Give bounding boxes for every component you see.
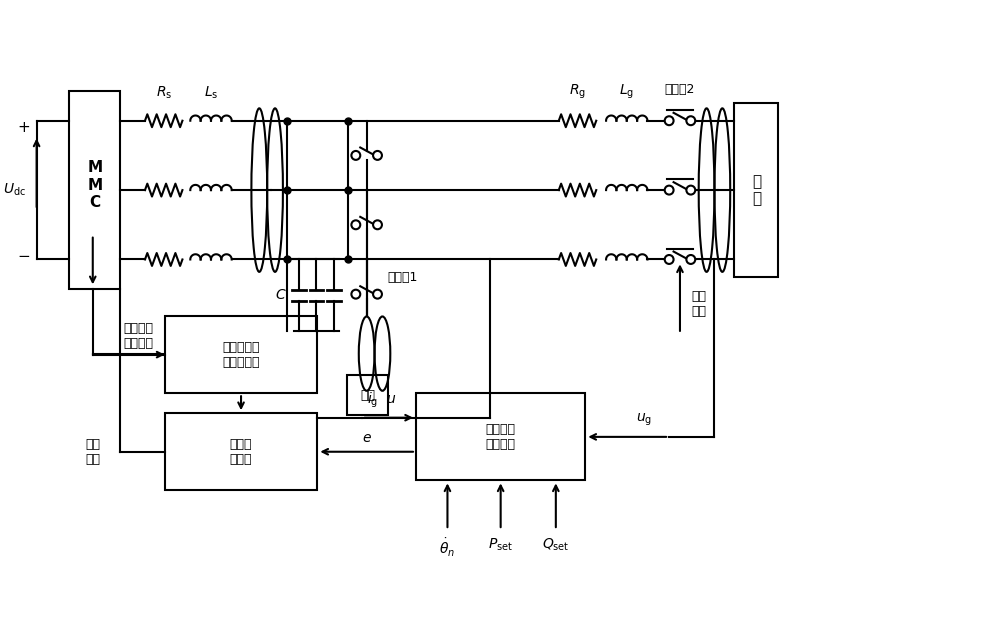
Text: $Q_{\rm set}$: $Q_{\rm set}$ — [542, 537, 570, 553]
Text: $R_{\rm s}$: $R_{\rm s}$ — [156, 84, 172, 101]
Text: $u_{\rm g}$: $u_{\rm g}$ — [636, 412, 653, 428]
FancyBboxPatch shape — [347, 376, 388, 415]
Circle shape — [351, 220, 360, 229]
Circle shape — [686, 116, 695, 125]
Text: $U_{\rm dc}$: $U_{\rm dc}$ — [3, 182, 26, 198]
Text: 虚拟同步
控制单元: 虚拟同步 控制单元 — [486, 423, 516, 451]
Text: $L_{\rm g}$: $L_{\rm g}$ — [619, 82, 634, 101]
FancyBboxPatch shape — [734, 103, 778, 277]
Text: 驱动
信号: 驱动 信号 — [85, 438, 100, 466]
Text: $i_{\rm g}$  $u$: $i_{\rm g}$ $u$ — [367, 391, 396, 410]
Text: 电容均压分
层控制单元: 电容均压分 层控制单元 — [222, 341, 260, 369]
Text: 负载: 负载 — [360, 389, 375, 402]
Circle shape — [351, 151, 360, 160]
Circle shape — [373, 220, 382, 229]
Text: 电容电压
桥臂电流: 电容电压 桥臂电流 — [123, 322, 153, 350]
Text: 断路器1: 断路器1 — [387, 271, 417, 284]
Text: $L_{\rm s}$: $L_{\rm s}$ — [204, 84, 218, 101]
Circle shape — [351, 290, 360, 299]
Circle shape — [665, 116, 674, 125]
Circle shape — [373, 151, 382, 160]
Text: $R_{\rm g}$: $R_{\rm g}$ — [569, 82, 586, 101]
Text: 合闸
信号: 合闸 信号 — [692, 290, 707, 318]
Text: +: + — [17, 120, 30, 135]
Circle shape — [686, 185, 695, 195]
Circle shape — [665, 255, 674, 264]
Text: $-$: $-$ — [17, 247, 30, 262]
Circle shape — [686, 255, 695, 264]
Text: 移相三
角载波: 移相三 角载波 — [230, 438, 252, 466]
Circle shape — [665, 185, 674, 195]
FancyBboxPatch shape — [416, 393, 585, 480]
Text: $P_{\rm set}$: $P_{\rm set}$ — [488, 537, 513, 553]
FancyBboxPatch shape — [165, 316, 317, 393]
Text: $C$: $C$ — [275, 288, 287, 302]
FancyBboxPatch shape — [165, 413, 317, 490]
Text: M
M
C: M M C — [87, 160, 102, 210]
Text: 电
网: 电 网 — [752, 174, 761, 207]
Circle shape — [373, 290, 382, 299]
Text: $e$: $e$ — [362, 431, 372, 445]
FancyBboxPatch shape — [69, 91, 120, 289]
Text: 断路器2: 断路器2 — [665, 83, 695, 96]
Text: $\dot{\theta}_n$: $\dot{\theta}_n$ — [439, 537, 456, 559]
